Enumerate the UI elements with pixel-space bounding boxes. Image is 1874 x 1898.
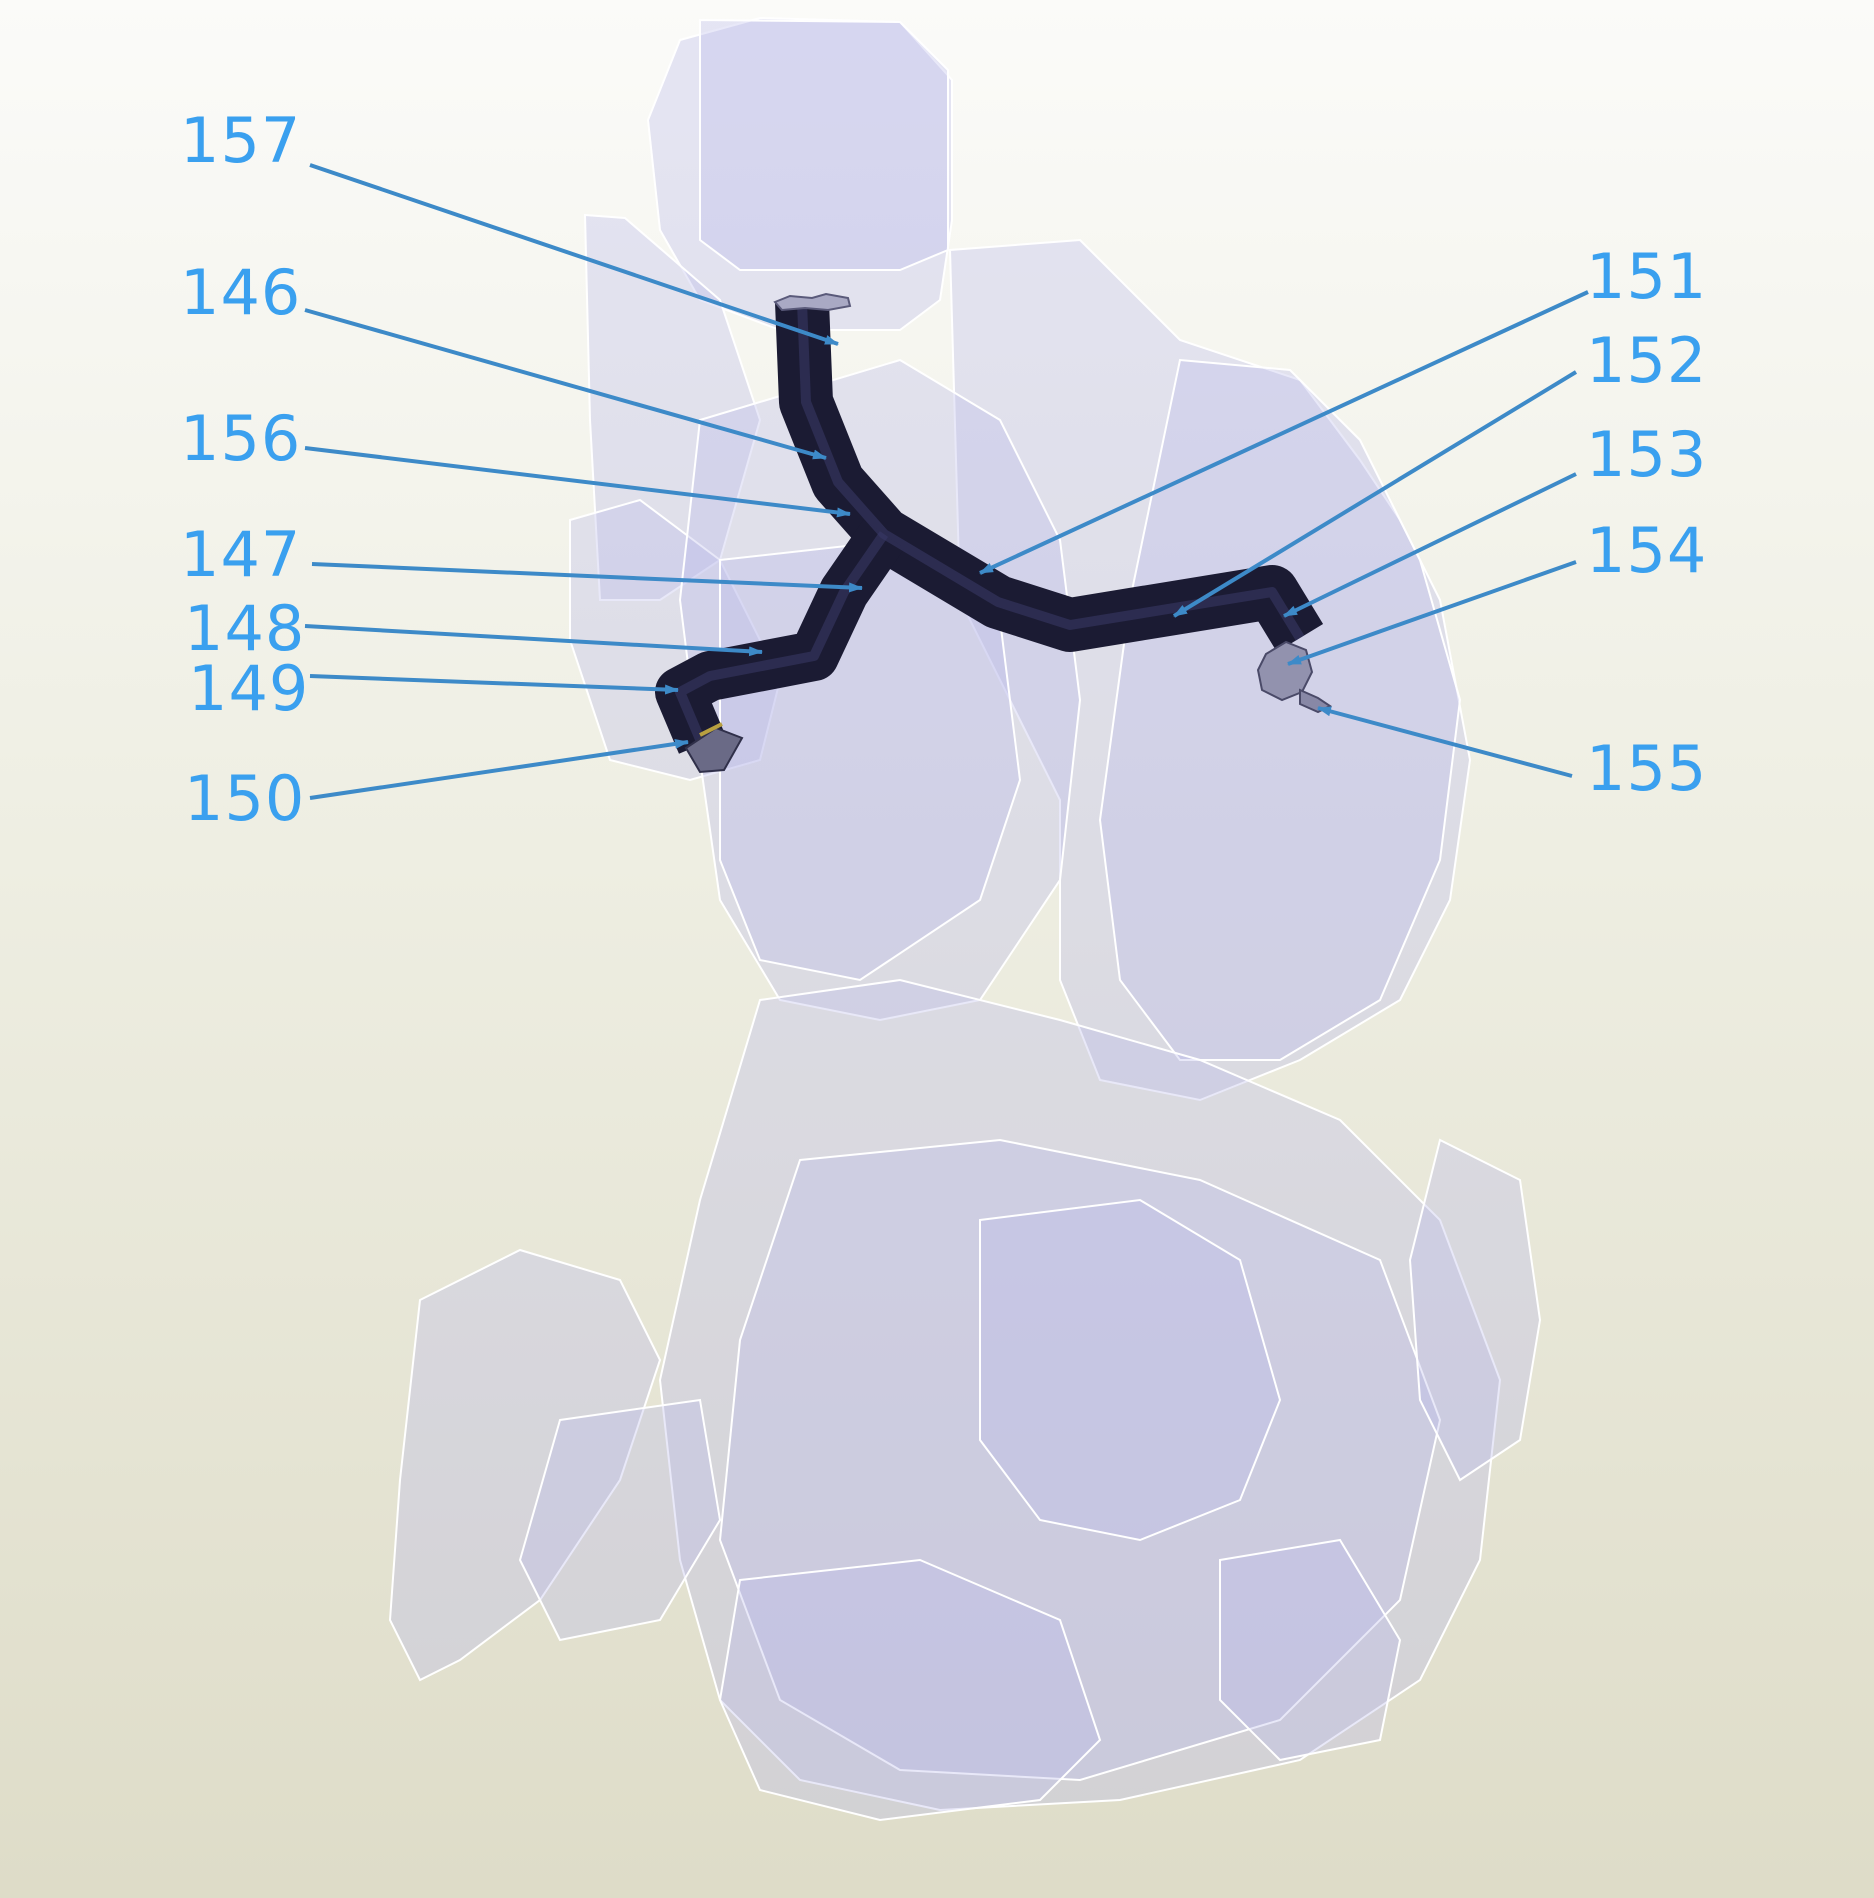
callout-154: 154 (1586, 514, 1708, 587)
leader-157 (309, 163, 839, 346)
leader-148 (304, 624, 763, 657)
leader-146 (304, 308, 827, 460)
callout-155: 155 (1586, 732, 1708, 805)
leader-147 (311, 562, 863, 593)
callout-151: 151 (1586, 240, 1708, 313)
callout-149: 149 (188, 652, 310, 725)
leader-153 (1283, 472, 1577, 618)
leader-lines (304, 163, 1589, 800)
callout-146: 146 (180, 256, 302, 329)
leader-152 (1172, 370, 1578, 618)
duct-assembly (655, 300, 1324, 754)
duct-end-caps (684, 292, 1332, 774)
leader-149 (309, 674, 679, 695)
callout-156: 156 (180, 402, 302, 475)
callout-153: 153 (1586, 418, 1708, 491)
callout-147: 147 (180, 518, 302, 591)
ghost-assembly (388, 16, 1542, 1822)
leader-156 (304, 446, 851, 518)
callout-157: 157 (180, 104, 302, 177)
callout-148: 148 (184, 592, 306, 665)
leader-151 (979, 290, 1589, 575)
callout-152: 152 (1586, 324, 1708, 397)
leader-154 (1287, 560, 1577, 666)
callout-150: 150 (184, 762, 306, 835)
leader-155 (1317, 706, 1573, 778)
leader-150 (309, 738, 689, 800)
